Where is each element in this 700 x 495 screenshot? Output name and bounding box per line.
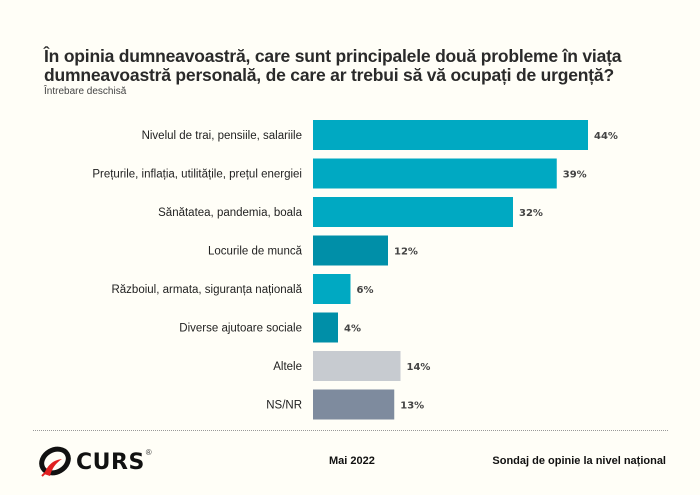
bar xyxy=(313,235,388,266)
category-label: Locurile de muncă xyxy=(208,246,303,258)
bar xyxy=(313,120,588,150)
value-label: 39% xyxy=(563,170,587,181)
chart-title: În opinia dumneavoastră, care sunt princ… xyxy=(44,46,622,85)
bar xyxy=(313,158,557,189)
category-label: NS/NR xyxy=(266,400,302,412)
value-label: 12% xyxy=(394,247,418,258)
category-label: Sănătatea, pandemia, boala xyxy=(158,207,302,219)
category-label: Prețurile, inflația, utilitățile, prețul… xyxy=(92,169,302,181)
bar xyxy=(313,274,351,304)
category-label: Diverse ajutoare sociale xyxy=(179,323,302,335)
logo-text: CURS xyxy=(76,449,145,475)
bar xyxy=(313,389,395,420)
bar-chart: Nivelul de trai, pensiile, salariile 44% P… xyxy=(92,120,618,420)
registered-mark: ® xyxy=(145,447,152,457)
value-label: 14% xyxy=(407,362,431,373)
value-label: 13% xyxy=(400,401,424,412)
chart-subtitle: Întrebare deschisă xyxy=(44,86,127,97)
footer-divider xyxy=(33,430,668,431)
bar xyxy=(313,351,401,381)
bar xyxy=(313,197,513,227)
curs-logo: CURS ® xyxy=(38,446,152,478)
footer-date: Mai 2022 xyxy=(329,455,375,467)
category-label: Nivelul de trai, pensiile, salariile xyxy=(142,130,302,142)
category-label: Războiul, armata, siguranța națională xyxy=(111,284,302,296)
bar xyxy=(313,312,338,343)
footer-survey-label: Sondaj de opinie la nivel național xyxy=(492,455,666,467)
value-label: 32% xyxy=(519,208,543,219)
value-label: 4% xyxy=(344,324,361,335)
value-label: 44% xyxy=(594,131,618,142)
value-label: 6% xyxy=(357,285,374,296)
curs-logo-icon xyxy=(39,446,71,477)
category-label: Altele xyxy=(273,361,302,373)
